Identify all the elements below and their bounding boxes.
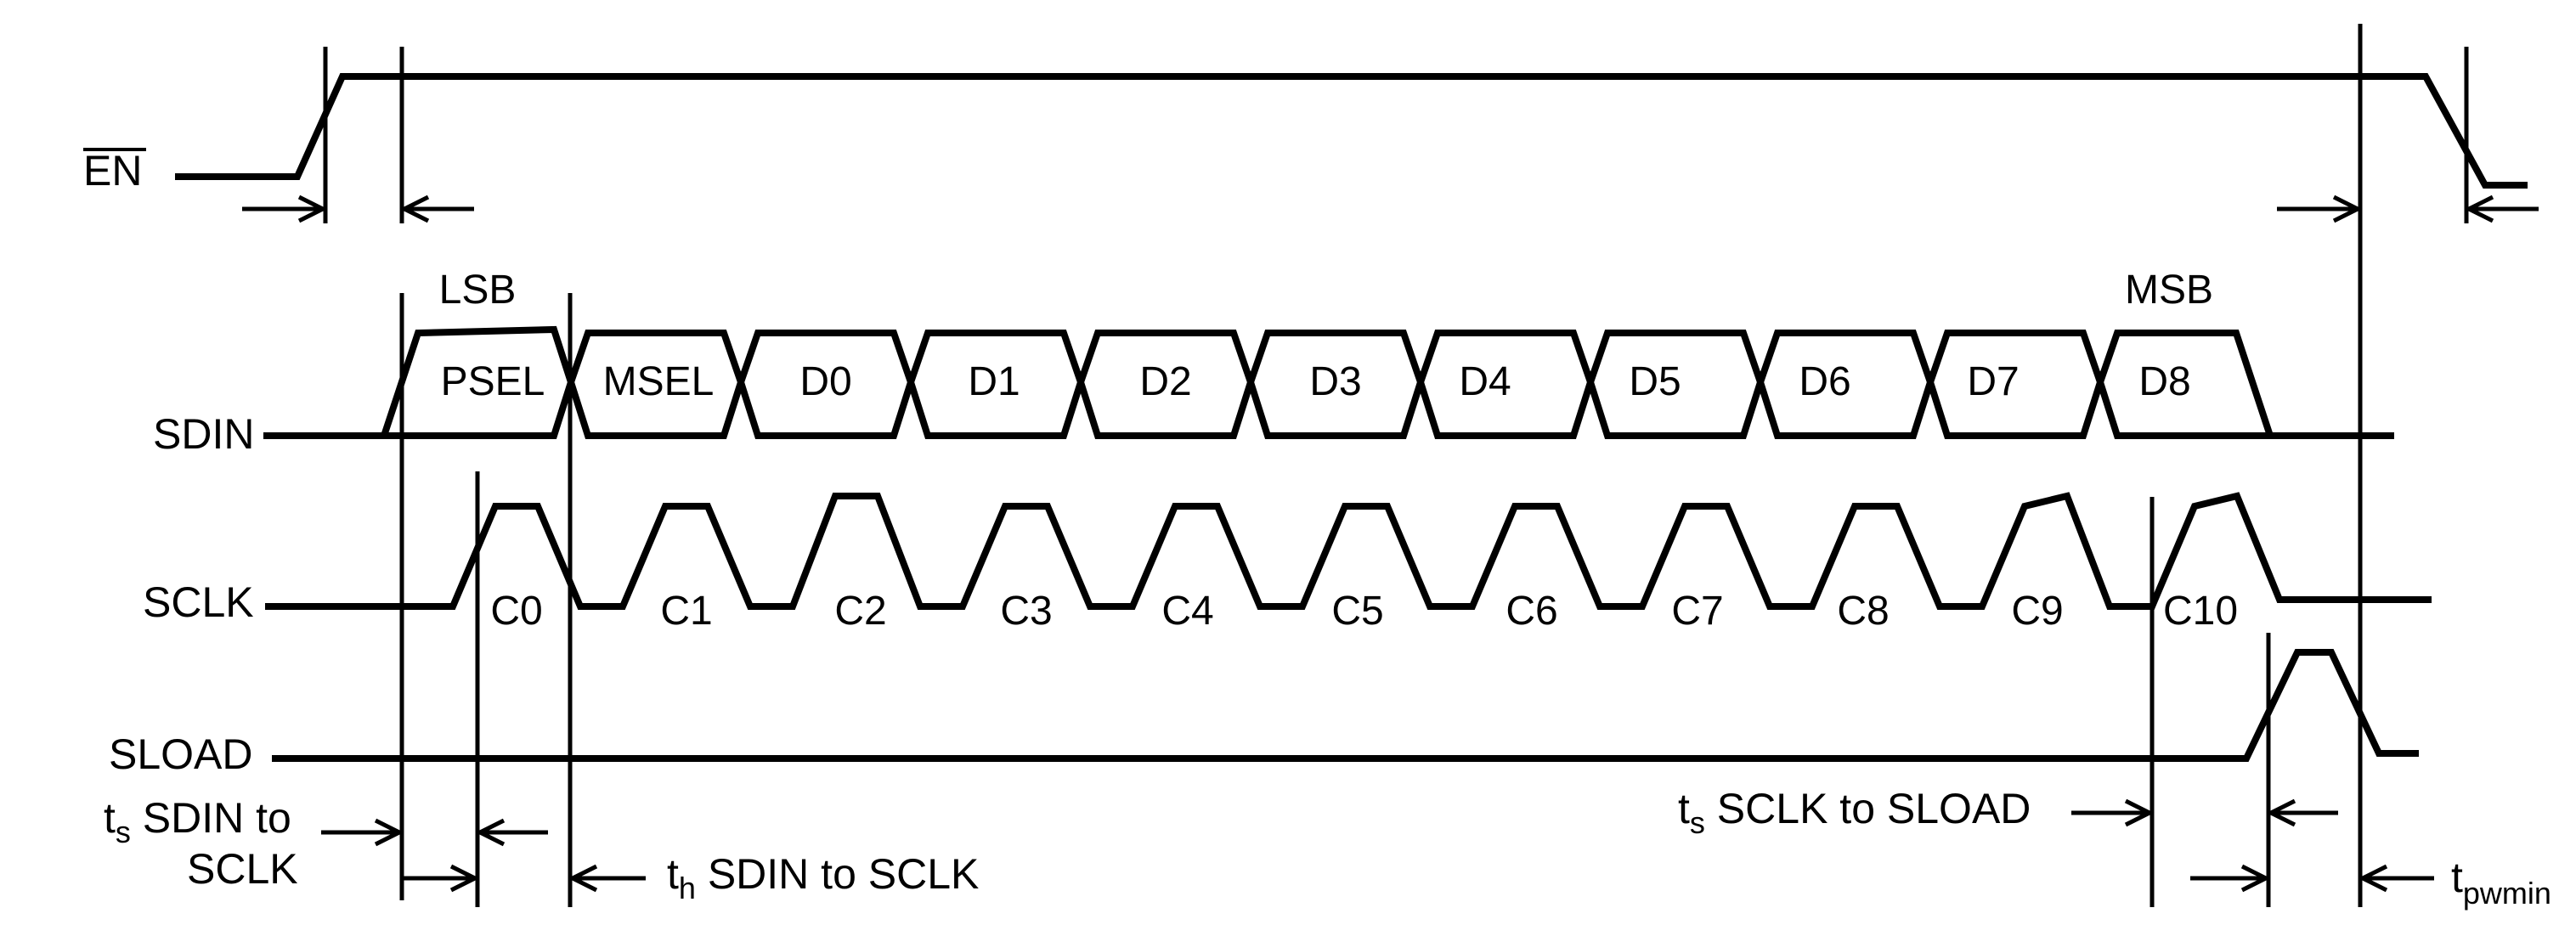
sclk-cycle-c2: C2 [834, 589, 886, 634]
sclk-cycle-c6: C6 [1505, 589, 1557, 634]
en-label-text: EN [83, 147, 142, 195]
sdin-cell-d8: D8 [2138, 359, 2190, 404]
sdin-cell-d4: D4 [1459, 359, 1511, 404]
sclk-cycle-c8: C8 [1837, 589, 1889, 634]
sdin-cell-d7: D7 [1967, 359, 2019, 404]
en-label: EN [83, 147, 146, 195]
lsb-label: LSB [439, 268, 517, 313]
sclk-cycle-c1: C1 [660, 589, 712, 634]
sclk-cycle-c3: C3 [1000, 589, 1052, 634]
sclk-cycle-c5: C5 [1331, 589, 1383, 634]
arrow-ts-sload-in [2071, 798, 2155, 827]
sclk-cycle-c0: C0 [490, 589, 542, 634]
arrow-tpw-out [2358, 864, 2434, 893]
arrow-en-hold-in [2277, 195, 2363, 223]
sdin-cell-d6: D6 [1799, 359, 1850, 404]
sclk-cycle-c7: C7 [1671, 589, 1723, 634]
sclk-cycle-c10: C10 [2163, 589, 2238, 634]
ts-sload-label: ts SCLK to SLOAD [1678, 785, 2031, 840]
arrow-en-setup-out [399, 195, 474, 223]
arrow-th-sdin-out [568, 864, 646, 893]
ts-sdin-label-line2: SCLK [187, 845, 298, 893]
sclk-cycle-c4: C4 [1161, 589, 1213, 634]
sdin-cell-d2: D2 [1139, 359, 1191, 404]
sdin-cell-msel: MSEL [603, 359, 715, 404]
sdin-waveform [263, 325, 2394, 439]
sclk-label: SCLK [143, 578, 254, 626]
sclk-waveform [265, 492, 2432, 610]
timing-guides [323, 24, 2469, 907]
sdin-cell-labels: PSEL MSEL D0 D1 D2 D3 D4 D5 D6 D7 D8 [441, 359, 2191, 404]
arrow-ts-sdin-in [321, 818, 404, 847]
sdin-cell-d1: D1 [968, 359, 1020, 404]
arrow-en-hold-out [2464, 195, 2539, 223]
arrow-en-setup-in [242, 195, 328, 223]
timing-arrows [242, 195, 2539, 893]
arrow-ts-sdin-out [475, 818, 548, 847]
th-sdin-label: th SDIN to SCLK [667, 850, 979, 905]
msb-label: MSB [2125, 268, 2213, 313]
en-waveform [175, 73, 2528, 189]
sdin-cell-d0: D0 [799, 359, 851, 404]
sdin-cell-d3: D3 [1309, 359, 1361, 404]
sload-label: SLOAD [109, 730, 253, 778]
sclk-cycle-labels: C0 C1 C2 C3 C4 C5 C6 C7 C8 C9 C10 [490, 589, 2238, 634]
tpwmin-label: tpwmin [2451, 854, 2551, 911]
sdin-bus [379, 325, 2275, 439]
arrow-th-sdin-in [401, 864, 480, 893]
sdin-cell-psel: PSEL [441, 359, 545, 404]
sload-waveform [272, 649, 2419, 762]
arrow-ts-sload-out [2266, 798, 2338, 827]
ts-sdin-label: ts SDIN to [104, 794, 291, 849]
arrow-tpw-in [2190, 864, 2271, 893]
sclk-cycle-c9: C9 [2011, 589, 2063, 634]
sdin-label: SDIN [153, 410, 254, 458]
sdin-cell-d5: D5 [1629, 359, 1681, 404]
